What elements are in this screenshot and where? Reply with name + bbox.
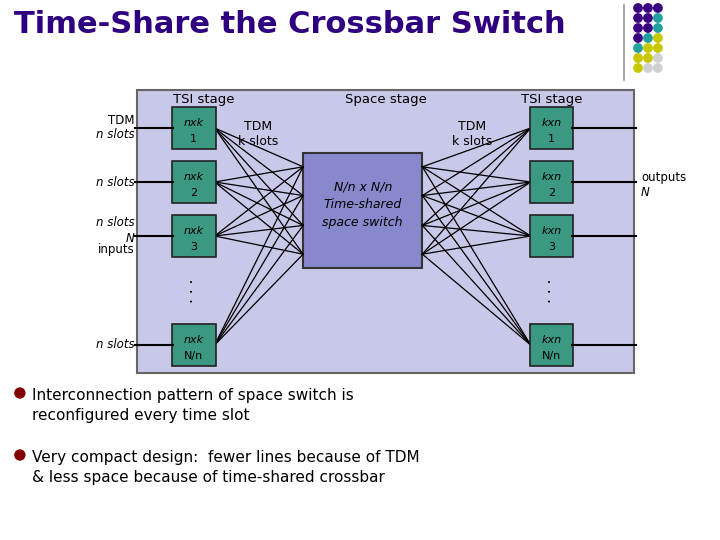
Circle shape — [644, 44, 652, 52]
Circle shape — [634, 4, 642, 12]
FancyBboxPatch shape — [172, 215, 216, 257]
Circle shape — [654, 44, 662, 52]
Circle shape — [644, 14, 652, 22]
FancyBboxPatch shape — [172, 161, 216, 203]
Text: kxn: kxn — [541, 226, 562, 236]
Text: nxk: nxk — [184, 172, 204, 182]
Text: · · ·: · · · — [186, 278, 202, 303]
Circle shape — [634, 44, 642, 52]
Text: nxk: nxk — [184, 335, 204, 345]
FancyBboxPatch shape — [530, 107, 573, 149]
Text: N/n x N/n
Time-shared
space switch: N/n x N/n Time-shared space switch — [323, 180, 403, 230]
Circle shape — [654, 24, 662, 32]
Circle shape — [644, 54, 652, 62]
Text: kxn: kxn — [541, 172, 562, 182]
Text: inputs: inputs — [97, 244, 134, 256]
Circle shape — [654, 54, 662, 62]
Circle shape — [654, 14, 662, 22]
Text: N: N — [641, 186, 649, 199]
Circle shape — [654, 64, 662, 72]
Circle shape — [644, 34, 652, 42]
Text: Space stage: Space stage — [345, 93, 426, 106]
Circle shape — [634, 14, 642, 22]
Text: 2: 2 — [190, 188, 197, 198]
Text: 3: 3 — [548, 242, 555, 252]
Text: TSI stage: TSI stage — [521, 93, 582, 106]
Text: 1: 1 — [190, 134, 197, 144]
Circle shape — [644, 64, 652, 72]
FancyBboxPatch shape — [303, 153, 423, 268]
Text: TDM
k slots: TDM k slots — [452, 120, 492, 148]
Text: n slots: n slots — [96, 129, 134, 141]
Text: n slots: n slots — [96, 215, 134, 228]
Text: TDM
k slots: TDM k slots — [238, 120, 279, 148]
Text: · · ·: · · · — [544, 278, 559, 303]
Text: n slots: n slots — [96, 176, 134, 188]
Text: N/n: N/n — [184, 351, 204, 361]
Text: 3: 3 — [190, 242, 197, 252]
Circle shape — [634, 24, 642, 32]
Text: Time-Share the Crossbar Switch: Time-Share the Crossbar Switch — [14, 10, 565, 39]
Text: Interconnection pattern of space switch is
reconfigured every time slot: Interconnection pattern of space switch … — [32, 388, 354, 423]
Circle shape — [644, 24, 652, 32]
Circle shape — [654, 34, 662, 42]
Text: outputs: outputs — [641, 172, 686, 185]
Circle shape — [634, 64, 642, 72]
Text: N/n: N/n — [542, 351, 561, 361]
Circle shape — [15, 388, 25, 398]
Circle shape — [634, 54, 642, 62]
Circle shape — [634, 34, 642, 42]
Circle shape — [654, 4, 662, 12]
Text: kxn: kxn — [541, 118, 562, 128]
Text: kxn: kxn — [541, 335, 562, 345]
FancyBboxPatch shape — [530, 324, 573, 366]
FancyBboxPatch shape — [530, 215, 573, 257]
FancyBboxPatch shape — [172, 324, 216, 366]
Text: N: N — [125, 232, 134, 245]
Text: Very compact design:  fewer lines because of TDM
& less space because of time-sh: Very compact design: fewer lines because… — [32, 450, 420, 485]
FancyBboxPatch shape — [172, 107, 216, 149]
Text: TDM: TDM — [108, 114, 134, 127]
Text: TSI stage: TSI stage — [173, 93, 235, 106]
Text: nxk: nxk — [184, 118, 204, 128]
Circle shape — [644, 4, 652, 12]
Circle shape — [15, 450, 25, 460]
Text: 1: 1 — [548, 134, 555, 144]
Text: n slots: n slots — [96, 339, 134, 352]
Text: nxk: nxk — [184, 226, 204, 236]
Text: 2: 2 — [548, 188, 555, 198]
Bar — [137, 90, 634, 373]
FancyBboxPatch shape — [530, 161, 573, 203]
